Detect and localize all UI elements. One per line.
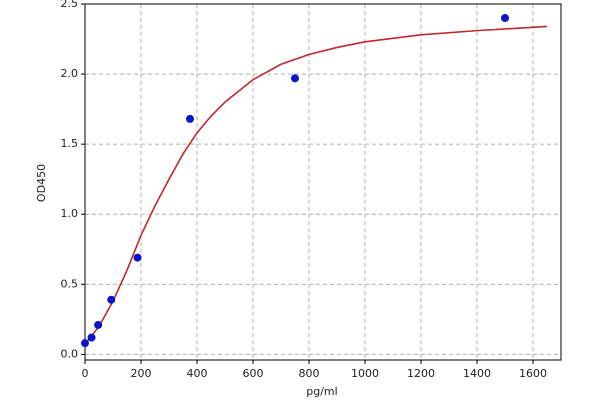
y-tick-label: 1.5 (61, 137, 79, 150)
data-point (94, 320, 103, 329)
x-axis-label: pg/ml (306, 385, 337, 398)
data-point (291, 74, 299, 83)
plot-frame (84, 3, 562, 361)
fit-curve (84, 25, 548, 346)
x-tick-label: 0 (82, 367, 89, 380)
y-tick-label: 2.0 (61, 67, 79, 80)
data-point (186, 114, 194, 123)
x-tick-label: 1400 (463, 367, 491, 380)
x-tick-label: 1600 (519, 367, 547, 380)
y-tick-label: 1.0 (61, 207, 79, 220)
y-axis-label: OD450 (35, 164, 48, 202)
x-tick-label: 400 (187, 367, 208, 380)
data-point (107, 295, 116, 304)
y-tick-label: 2.5 (61, 0, 79, 10)
data-point (87, 333, 96, 342)
x-tick-label: 600 (243, 367, 264, 380)
x-tick-label: 800 (299, 367, 320, 380)
data-point (501, 14, 509, 23)
data-point (81, 339, 89, 348)
x-tick-label: 1200 (407, 367, 435, 380)
x-tick-label: 1000 (351, 367, 379, 380)
y-tick-label: 0.0 (61, 347, 79, 360)
data-point (133, 253, 142, 262)
x-tick-label: 200 (131, 367, 152, 380)
y-tick-label: 0.5 (61, 277, 79, 290)
